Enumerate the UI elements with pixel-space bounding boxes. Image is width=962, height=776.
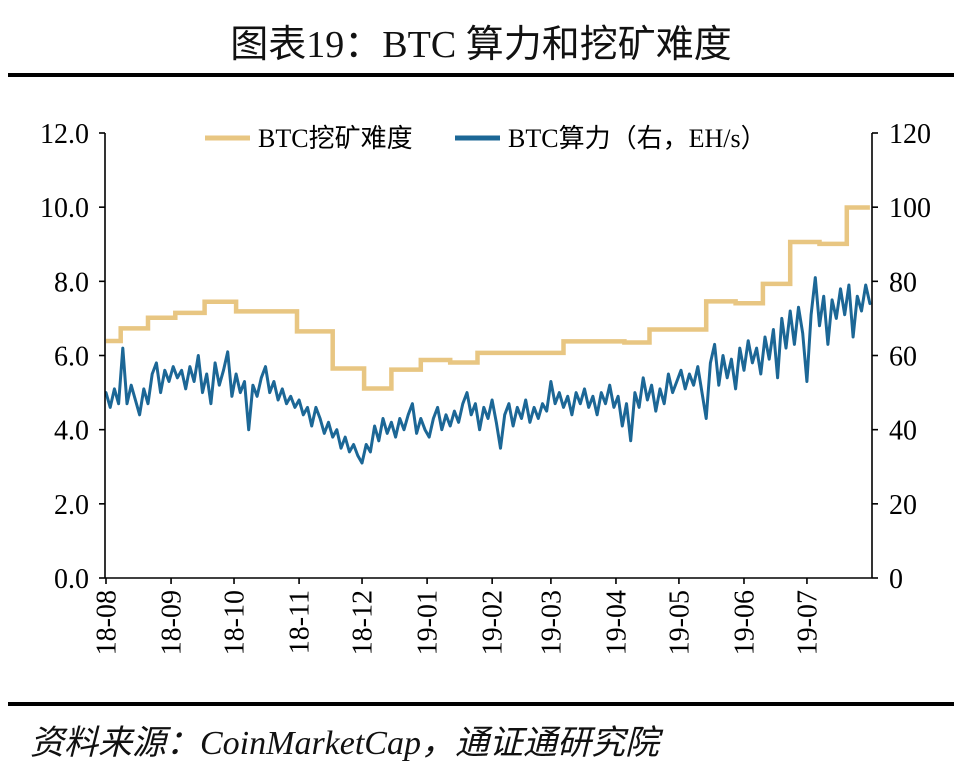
- x-tick-label: 18-09: [157, 590, 188, 655]
- x-tick-label: 19-05: [664, 590, 695, 655]
- left-y-tick-label: 8.0: [54, 267, 89, 298]
- x-tick-label: 18-12: [348, 590, 379, 655]
- left-y-tick-label: 4.0: [54, 416, 89, 447]
- x-tick-label: 19-03: [536, 590, 567, 655]
- left-y-axis-ticks: 0.0 2.0 4.0 6.0 8.0 10.0 12.0: [40, 119, 105, 595]
- x-tick-label: 19-02: [478, 590, 509, 655]
- left-y-tick-label: 2.0: [54, 490, 89, 521]
- source-note: 资料来源：CoinMarketCap，通证通研究院: [30, 725, 659, 762]
- axes: 0.02.04.06.08.010.012.0 020406080100120 …: [40, 119, 931, 655]
- right-y-tick-label: 0: [889, 564, 903, 595]
- x-tick-label: 18-08: [92, 590, 123, 655]
- right-y-tick-label: 60: [889, 342, 917, 373]
- left-y-tick-label: 0.0: [54, 564, 89, 595]
- x-tick-label: 18-11: [285, 590, 316, 654]
- figure-title: 图表19：BTC 算力和挖矿难度: [230, 24, 732, 66]
- difficulty-series-line: [106, 205, 870, 391]
- source-divider: [8, 702, 954, 706]
- x-tick-label: 18-10: [220, 590, 251, 655]
- x-tick-label: 19-06: [729, 590, 760, 655]
- x-tick-label: 19-07: [792, 590, 823, 655]
- right-y-tick-label: 40: [889, 416, 917, 447]
- left-y-tick-label: 10.0: [40, 193, 89, 224]
- title-divider: [8, 73, 954, 77]
- x-tick-label: 19-01: [413, 590, 444, 655]
- left-y-tick-label: 12.0: [40, 119, 89, 150]
- left-y-tick-label: 6.0: [54, 342, 89, 373]
- x-tick-label: 19-04: [601, 590, 632, 655]
- hashrate-series-line: [104, 276, 872, 465]
- right-y-tick-label: 80: [889, 267, 917, 298]
- legend: BTC挖矿难度 BTC算力（右，EH/s）: [205, 124, 767, 153]
- right-y-tick-label: 20: [889, 490, 917, 521]
- right-y-tick-label: 100: [889, 193, 931, 224]
- legend-label-hashrate: BTC算力（右，EH/s）: [508, 124, 767, 153]
- right-y-tick-label: 120: [889, 119, 931, 150]
- x-axis-ticks: 18-08 18-09 18-10 18-11 18-12 19-01 19-02 19-03…: [92, 578, 823, 655]
- legend-label-difficulty: BTC挖矿难度: [258, 124, 413, 153]
- right-y-axis-ticks: 0 20 40 60 80 100 120: [872, 119, 931, 595]
- series-layer: [104, 205, 872, 465]
